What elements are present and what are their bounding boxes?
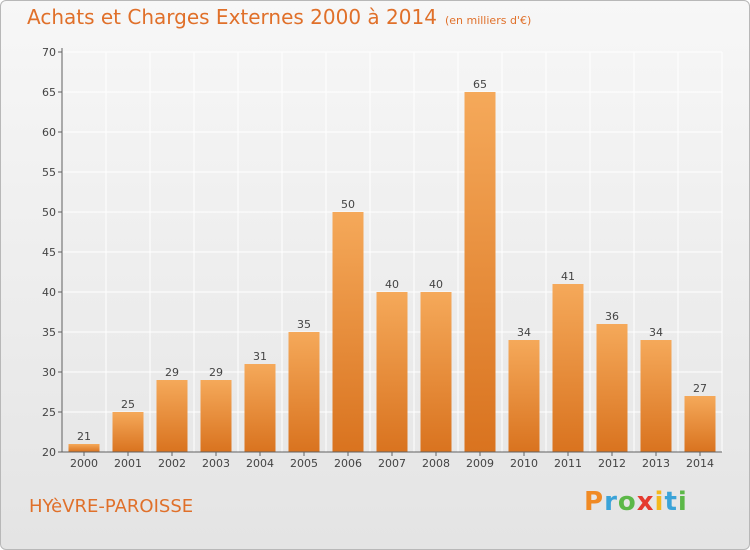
bar (552, 284, 584, 452)
logo-letter: r (604, 487, 618, 517)
bar (156, 380, 188, 452)
logo-letter: P (584, 487, 605, 517)
y-tick-label: 50 (42, 206, 56, 219)
y-tick-label: 40 (42, 286, 56, 299)
data-label: 29 (209, 366, 223, 379)
data-label: 34 (649, 326, 663, 339)
data-label: 65 (473, 78, 487, 91)
chart-unit: (en milliers d'€) (444, 14, 532, 27)
data-label: 35 (297, 318, 311, 331)
x-tick-label: 2003 (202, 457, 230, 470)
logo-letter: o (617, 487, 637, 517)
bar (684, 396, 716, 452)
bar (508, 340, 540, 452)
bar (640, 340, 672, 452)
y-tick-label: 20 (42, 446, 56, 459)
y-tick-label: 65 (42, 86, 56, 99)
x-tick-label: 2007 (378, 457, 406, 470)
data-label: 40 (429, 278, 443, 291)
bar (376, 292, 408, 452)
y-tick-label: 45 (42, 246, 56, 259)
x-tick-label: 2008 (422, 457, 450, 470)
chart-title: Achats et Charges Externes 2000 à 2014 (e… (27, 5, 531, 29)
x-tick-label: 2005 (290, 457, 318, 470)
x-tick-label: 2014 (686, 457, 714, 470)
x-tick-label: 2004 (246, 457, 274, 470)
proxiti-logo[interactable]: Proxiti (584, 487, 688, 517)
y-tick-label: 55 (42, 166, 56, 179)
bar (244, 364, 276, 452)
bar (332, 212, 364, 452)
chart-title-text: Achats et Charges Externes 2000 à 2014 (27, 5, 437, 29)
logo-letter: i (677, 487, 688, 517)
data-label: 25 (121, 398, 135, 411)
data-label: 31 (253, 350, 267, 363)
x-tick-label: 2001 (114, 457, 142, 470)
data-label: 34 (517, 326, 531, 339)
x-tick-label: 2002 (158, 457, 186, 470)
data-label: 50 (341, 198, 355, 211)
x-tick-label: 2000 (70, 457, 98, 470)
data-label: 41 (561, 270, 575, 283)
data-label: 27 (693, 382, 707, 395)
y-tick-label: 35 (42, 326, 56, 339)
logo-letter: x (636, 487, 655, 517)
logo-letter: t (664, 487, 678, 517)
bar (596, 324, 628, 452)
y-tick-label: 60 (42, 126, 56, 139)
data-label: 40 (385, 278, 399, 291)
data-label: 36 (605, 310, 619, 323)
bar (112, 412, 144, 452)
x-tick-label: 2006 (334, 457, 362, 470)
x-tick-label: 2013 (642, 457, 670, 470)
x-tick-label: 2010 (510, 457, 538, 470)
y-tick-label: 70 (42, 46, 56, 59)
y-tick-label: 30 (42, 366, 56, 379)
data-label: 21 (77, 430, 91, 443)
bar (464, 92, 496, 452)
town-name: HYèVRE-PAROISSE (29, 496, 194, 517)
x-tick-label: 2012 (598, 457, 626, 470)
bar (68, 444, 100, 452)
y-tick-label: 25 (42, 406, 56, 419)
bar (200, 380, 232, 452)
data-label: 29 (165, 366, 179, 379)
bar (288, 332, 320, 452)
x-tick-label: 2011 (554, 457, 582, 470)
x-tick-label: 2009 (466, 457, 494, 470)
logo-letter: i (654, 487, 665, 517)
bar (420, 292, 452, 452)
